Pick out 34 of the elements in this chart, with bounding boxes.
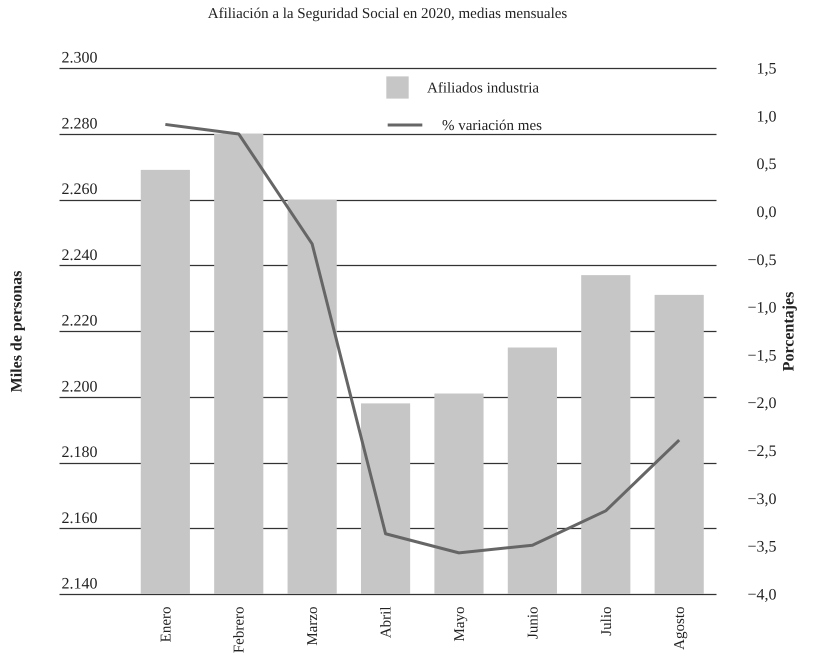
y-tick-label: 2.160 <box>62 510 98 527</box>
y-tick-label: 2.260 <box>62 181 98 198</box>
y-tick-label: 2.240 <box>62 246 98 264</box>
y2-tick-label: −3,0 <box>747 490 776 508</box>
y2-tick-label: −1,0 <box>747 300 776 317</box>
y-tick-label: 2.220 <box>62 312 98 330</box>
y2-tick-label: 1,5 <box>756 60 776 78</box>
y-tick-label: 2.200 <box>62 378 98 396</box>
x-tick-label: Mayo <box>452 606 468 642</box>
x-tick-label: Abril <box>378 606 395 638</box>
y-tick-label: 2.300 <box>62 50 98 66</box>
x-tick-label: Marzo <box>305 606 322 646</box>
y2-axis-title: Porcentajes <box>780 292 798 372</box>
chart-title: Afiliación a la Seguridad Social en 2020, medias mensuales <box>208 6 568 22</box>
y2-tick-label: −4,0 <box>747 586 776 604</box>
y-axis-title: Miles de personas <box>8 270 26 392</box>
y-tick-label: 2.180 <box>62 444 98 461</box>
y2-tick-label: −1,5 <box>747 347 776 364</box>
x-tick-label: Enero <box>158 606 174 642</box>
y2-tick-label: −3,5 <box>747 538 776 556</box>
legend-label: Afiliados industria <box>427 80 540 96</box>
y2-tick-label: 0,0 <box>756 204 776 221</box>
x-tick-label: Julio <box>598 606 615 636</box>
x-tick-label: Agosto <box>672 606 688 650</box>
x-tick-label: Febrero <box>232 606 248 654</box>
y2-tick-label: −2,5 <box>747 443 776 460</box>
y2-tick-label: −0,5 <box>747 252 776 269</box>
legend-label: % variación mes <box>442 118 542 134</box>
y-tick-label: 2.140 <box>62 576 98 592</box>
x-tick-label: Junio <box>525 606 542 640</box>
y2-tick-label: 1,0 <box>756 108 776 126</box>
y2-tick-label: −2,0 <box>747 395 776 412</box>
y-tick-label: 2.280 <box>62 115 98 132</box>
y2-tick-label: 0,5 <box>756 156 776 174</box>
